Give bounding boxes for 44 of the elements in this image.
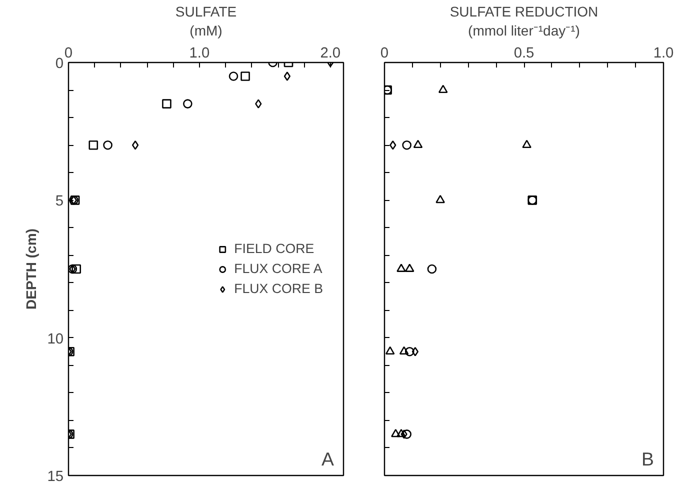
point bbox=[396, 264, 406, 272]
point bbox=[240, 72, 250, 81]
point bbox=[413, 140, 423, 148]
point bbox=[72, 264, 82, 274]
x-tick-label: 2.0 bbox=[320, 46, 341, 62]
point bbox=[436, 194, 445, 204]
y-axis-title: DEPTH (cm) bbox=[23, 228, 40, 310]
point bbox=[404, 264, 414, 272]
y-tick-label: 5 bbox=[55, 194, 64, 210]
point bbox=[438, 84, 448, 93]
point bbox=[391, 428, 400, 438]
point bbox=[399, 346, 409, 355]
point bbox=[402, 140, 412, 150]
annotation: B bbox=[642, 448, 654, 470]
point bbox=[284, 72, 291, 81]
annotation: A bbox=[322, 448, 334, 470]
point bbox=[103, 140, 112, 150]
point bbox=[255, 99, 262, 108]
y-tick-label: 10 bbox=[47, 331, 64, 348]
x-tick-label: 1.0 bbox=[653, 46, 674, 62]
legend-label: FLUX CORE A bbox=[234, 261, 322, 276]
point bbox=[427, 264, 437, 274]
point bbox=[412, 346, 419, 356]
point bbox=[162, 99, 172, 108]
x-tick-label: 0 bbox=[380, 46, 389, 62]
point bbox=[228, 72, 238, 81]
x-tick-label: 0.5 bbox=[514, 46, 534, 62]
x-axis-title: SULFATE (mM) bbox=[175, 3, 237, 38]
point bbox=[396, 428, 406, 438]
legend-label: FLUX CORE B bbox=[234, 281, 323, 296]
point bbox=[88, 140, 98, 150]
point bbox=[402, 430, 412, 439]
point bbox=[400, 430, 408, 439]
point bbox=[132, 140, 139, 150]
legend-label: FIELD CORE bbox=[234, 241, 314, 256]
x-axis-title: SULFATE REDUCTION (mmol liter⁻¹day⁻¹) bbox=[450, 3, 598, 38]
point bbox=[522, 140, 532, 148]
y-tick-label: 15 bbox=[47, 469, 64, 483]
point bbox=[390, 140, 396, 150]
point bbox=[183, 99, 192, 108]
y-tick-label: 0 bbox=[55, 56, 64, 72]
point bbox=[404, 346, 414, 356]
point bbox=[385, 346, 395, 355]
x-tick-label: 1.0 bbox=[189, 46, 210, 62]
